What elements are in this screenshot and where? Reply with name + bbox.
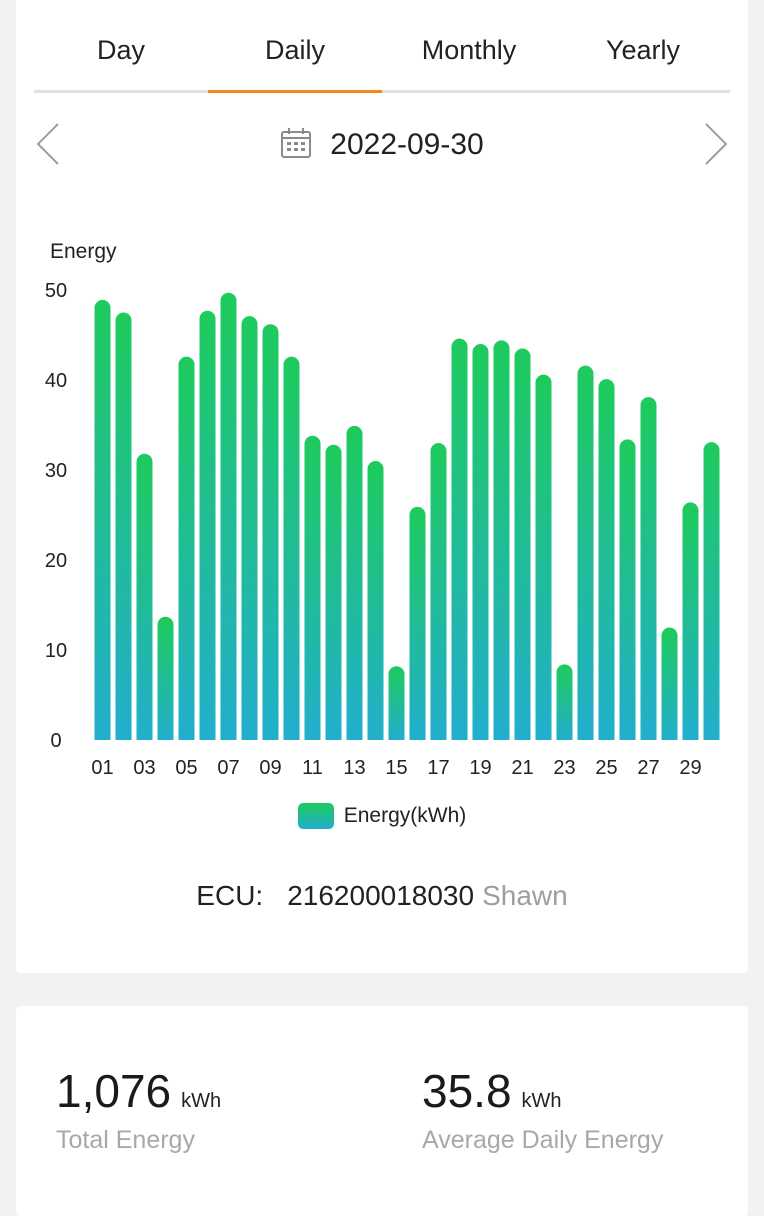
total-energy-value: 1,076: [56, 1065, 172, 1117]
chart-svg: Energy 0 10 20 30 40 50 01 03 05 07 09 11 13 15 17 19 2…: [45, 240, 720, 779]
chart-bar[interactable]: [703, 442, 720, 740]
y-tick-label: 50: [45, 280, 67, 302]
chart-bar[interactable]: [388, 666, 405, 740]
selected-date: 2022-09-30: [330, 128, 484, 161]
chart-bar[interactable]: [367, 461, 384, 740]
chart-bar[interactable]: [556, 664, 573, 740]
ecu-name: Shawn: [482, 880, 568, 911]
x-tick-label: 29: [679, 757, 701, 779]
x-tick-label: 25: [595, 757, 617, 779]
x-tick-label: 03: [133, 757, 155, 779]
chart-bar[interactable]: [304, 435, 321, 740]
y-tick-label: 0: [50, 730, 61, 752]
x-tick-label: 01: [91, 757, 113, 779]
chevron-left-icon[interactable]: [28, 122, 72, 166]
x-tick-label: 09: [259, 757, 281, 779]
x-tick-label: 15: [385, 757, 407, 779]
date-navigator: 2022-09-30: [16, 110, 748, 180]
total-energy-unit: kWh: [181, 1090, 222, 1112]
y-tick-label: 10: [45, 640, 67, 662]
ecu-id: 216200018030: [287, 880, 475, 911]
chart-bar[interactable]: [94, 299, 111, 740]
x-axis: 01 03 05 07 09 11 13 15 17 19 21 23 25 27 29: [91, 757, 701, 779]
chart-bar[interactable]: [682, 502, 699, 740]
chart-bar[interactable]: [241, 316, 258, 740]
period-tabs: Day Daily Monthly Yearly: [34, 0, 730, 93]
energy-card: Day Daily Monthly Yearly: [16, 0, 748, 973]
x-tick-label: 17: [427, 757, 449, 779]
y-tick-label: 30: [45, 460, 67, 482]
chart-bar[interactable]: [577, 365, 594, 740]
chart-bar[interactable]: [220, 292, 237, 740]
chart-bar[interactable]: [598, 379, 615, 740]
bars: [94, 292, 720, 741]
x-tick-label: 19: [469, 757, 491, 779]
x-tick-label: 11: [302, 757, 323, 779]
chart-bar[interactable]: [178, 356, 195, 740]
average-energy-stat: 35.8 kWh Average Daily Energy: [422, 1064, 663, 1155]
chart-bar[interactable]: [619, 439, 636, 740]
x-tick-label: 23: [553, 757, 575, 779]
y-tick-label: 40: [45, 370, 67, 392]
chart-bar[interactable]: [115, 312, 132, 741]
legend-label: Energy(kWh): [343, 804, 467, 827]
chart-bar[interactable]: [451, 338, 468, 740]
chart-bar[interactable]: [493, 340, 510, 740]
y-axis-label: Energy: [50, 240, 117, 263]
y-axis: 0 10 20 30 40 50: [45, 280, 67, 752]
chart-bar[interactable]: [157, 616, 174, 740]
legend-swatch: [297, 803, 334, 829]
chart-bar[interactable]: [661, 627, 678, 741]
chart-bar[interactable]: [514, 348, 531, 741]
tab-yearly[interactable]: Yearly: [605, 35, 681, 65]
energy-bar-chart: Energy 0 10 20 30 40 50 01 03 05 07 09 11 13 15 17 19 2…: [16, 230, 748, 850]
chart-bar[interactable]: [409, 506, 426, 740]
summary-card: 1,076 kWh Total Energy 35.8 kWh Average Da…: [16, 1006, 748, 1216]
chevron-right-icon[interactable]: [692, 122, 736, 166]
date-picker[interactable]: 2022-09-30: [16, 110, 748, 180]
chart-bar[interactable]: [262, 324, 279, 740]
chart-bar[interactable]: [346, 425, 363, 740]
y-tick-label: 20: [45, 550, 67, 572]
tab-day[interactable]: Day: [96, 35, 145, 65]
chart-bar[interactable]: [430, 443, 447, 740]
chart-legend: Energy(kWh): [16, 803, 748, 829]
chart-bar[interactable]: [640, 397, 657, 740]
chart-bar[interactable]: [283, 356, 300, 740]
calendar-icon: [280, 127, 312, 164]
tab-daily[interactable]: Daily: [208, 0, 382, 93]
x-tick-label: 13: [343, 757, 365, 779]
total-energy-label: Total Energy: [56, 1126, 195, 1154]
ecu-info: ECU: 216200018030 Shawn: [16, 880, 748, 912]
average-energy-label: Average Daily Energy: [422, 1126, 664, 1154]
chart-bar[interactable]: [535, 374, 552, 740]
tab-monthly[interactable]: Monthly: [421, 35, 517, 65]
chart-bar[interactable]: [199, 310, 216, 740]
x-tick-label: 07: [217, 757, 239, 779]
chart-bar[interactable]: [472, 344, 489, 740]
chart-bar[interactable]: [136, 453, 153, 740]
chart-bar[interactable]: [325, 444, 342, 740]
x-tick-label: 27: [637, 757, 659, 779]
x-tick-label: 05: [175, 757, 197, 779]
ecu-label: ECU:: [196, 880, 264, 911]
total-energy-stat: 1,076 kWh Total Energy: [56, 1064, 221, 1155]
x-tick-label: 21: [511, 757, 533, 779]
average-energy-unit: kWh: [521, 1090, 562, 1112]
average-energy-value: 35.8: [422, 1065, 512, 1117]
